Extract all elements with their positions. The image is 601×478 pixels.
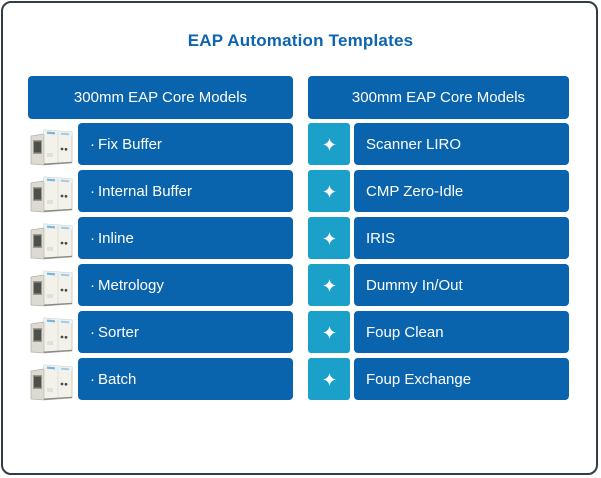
right-row-bar: Dummy In/Out <box>354 264 569 306</box>
left-column-header-label: 300mm EAP Core Models <box>73 89 248 106</box>
left-rows: · Fix Buffer <box>28 123 293 400</box>
machine-icon <box>28 123 75 165</box>
left-row: · Inline <box>28 217 293 259</box>
right-row-bar: Foup Clean <box>354 311 569 353</box>
bullet: · <box>90 370 95 388</box>
page-title: EAP Automation Templates <box>187 31 414 50</box>
plus-tile <box>308 123 350 165</box>
left-row: · Internal Buffer <box>28 170 293 212</box>
right-row: Foup Clean <box>308 311 569 353</box>
machine-icon <box>28 358 75 400</box>
bullet: · <box>90 182 95 200</box>
bullet: · <box>90 229 95 247</box>
bullet: · <box>90 135 95 153</box>
right-row: Scanner LIRO <box>308 123 569 165</box>
bullet: · <box>90 323 95 341</box>
left-row-label: Inline <box>98 229 134 247</box>
left-row-bar: · Batch <box>78 358 293 400</box>
right-row-label: Foup Clean <box>366 323 444 341</box>
right-rows: Scanner LIRO CMP Zero-Idle IRIS <box>308 123 569 400</box>
left-row: · Fix Buffer <box>28 123 293 165</box>
plus-icon <box>322 184 336 198</box>
left-column-header: 300mm EAP Core Models <box>28 76 293 119</box>
left-row-label: Internal Buffer <box>98 182 192 200</box>
machine-icon <box>28 264 75 306</box>
left-row-bar: · Inline <box>78 217 293 259</box>
left-row-bar: · Fix Buffer <box>78 123 293 165</box>
machine-icon <box>28 217 75 259</box>
left-row-bar: · Metrology <box>78 264 293 306</box>
left-column: 300mm EAP Core Models <box>28 76 293 400</box>
left-row-label: Fix Buffer <box>98 135 162 153</box>
right-row-bar: CMP Zero-Idle <box>354 170 569 212</box>
right-row-label: Foup Exchange <box>366 370 472 388</box>
left-row-label: Batch <box>98 370 137 388</box>
left-row: · Sorter <box>28 311 293 353</box>
right-column-header: 300mm EAP Core Models <box>308 76 569 119</box>
right-column-header-label: 300mm EAP Core Models <box>351 89 526 106</box>
right-column: 300mm EAP Core Models Scanner LIRO CMP Z… <box>308 76 569 400</box>
right-row: Dummy In/Out <box>308 264 569 306</box>
plus-tile <box>308 358 350 400</box>
plus-tile <box>308 311 350 353</box>
left-row-label: Metrology <box>98 276 164 294</box>
right-row-label: IRIS <box>366 229 396 247</box>
bullet: · <box>90 276 95 294</box>
plus-tile <box>308 217 350 259</box>
left-row-bar: · Sorter <box>78 311 293 353</box>
right-row: CMP Zero-Idle <box>308 170 569 212</box>
machine-icon <box>28 311 75 353</box>
plus-icon <box>322 231 336 245</box>
right-row-bar: IRIS <box>354 217 569 259</box>
left-row-bar: · Internal Buffer <box>78 170 293 212</box>
plus-icon <box>322 278 336 292</box>
left-row: · Batch <box>28 358 293 400</box>
right-row-label: CMP Zero-Idle <box>366 182 464 200</box>
right-row-label: Dummy In/Out <box>366 276 463 294</box>
right-row-bar: Scanner LIRO <box>354 123 569 165</box>
plus-icon <box>322 325 336 339</box>
right-row-bar: Foup Exchange <box>354 358 569 400</box>
left-row-label: Sorter <box>98 323 139 341</box>
right-row: IRIS <box>308 217 569 259</box>
plus-tile <box>308 264 350 306</box>
plus-tile <box>308 170 350 212</box>
right-row-label: Scanner LIRO <box>366 135 462 153</box>
machine-icon <box>28 170 75 212</box>
left-row: · Metrology <box>28 264 293 306</box>
plus-icon <box>322 372 336 386</box>
plus-icon <box>322 137 336 151</box>
right-row: Foup Exchange <box>308 358 569 400</box>
